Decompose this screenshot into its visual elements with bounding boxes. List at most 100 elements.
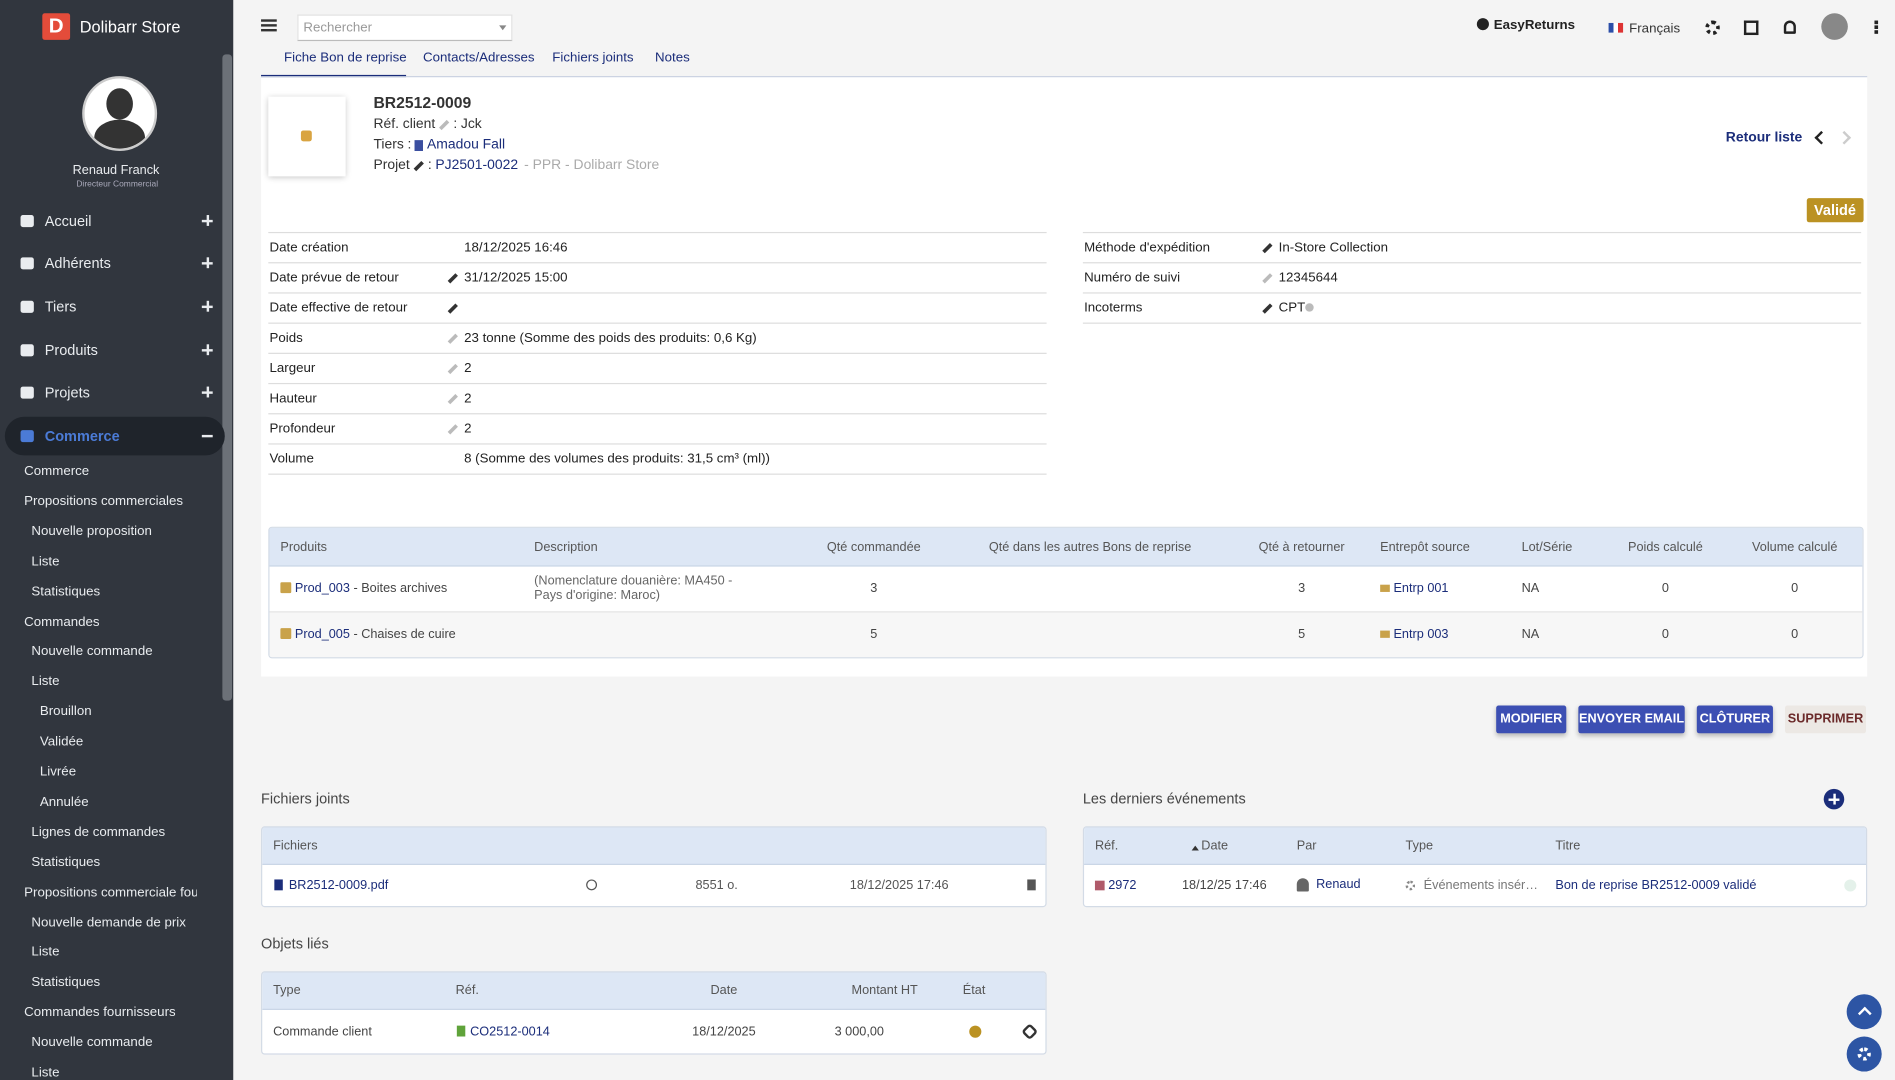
- divider: [1082, 322, 1862, 324]
- menu-expand: [206, 386, 209, 398]
- submenu-item[interactable]: Annulée: [39, 794, 89, 810]
- menu-item[interactable]: Tiers: [44, 298, 77, 316]
- table-cell[interactable]: Entrp 001: [1393, 581, 1449, 596]
- pdf-icon: [274, 879, 283, 891]
- divider: [1082, 262, 1862, 264]
- divider: [268, 231, 1047, 234]
- scrollbar[interactable]: [222, 54, 233, 701]
- linked-ref[interactable]: CO2512-0014: [470, 1024, 550, 1039]
- submenu-item[interactable]: Liste: [31, 945, 60, 960]
- table-cell[interactable]: Entrp 003: [1393, 626, 1449, 642]
- divider: [1082, 231, 1862, 234]
- event-date: 18/12/25 17:46: [1181, 878, 1267, 893]
- entity[interactable]: EasyReturns: [1493, 18, 1576, 33]
- event-title[interactable]: Bon de reprise BR2512-0009 validé: [1555, 878, 1757, 893]
- scroll-top[interactable]: [1846, 994, 1882, 1030]
- action-button[interactable]: SUPPRIMER: [1785, 705, 1867, 734]
- file-link[interactable]: BR2512-0009.pdf: [288, 878, 389, 893]
- menu-icon: [20, 430, 34, 443]
- search-box[interactable]: Rechercher: [297, 14, 513, 42]
- table-cell: 3: [1298, 581, 1306, 596]
- fullscreen-icon[interactable]: [1743, 20, 1759, 36]
- menu-item[interactable]: Projets: [44, 384, 90, 402]
- submenu-item[interactable]: Livrée: [39, 764, 77, 780]
- more-icon[interactable]: [1874, 20, 1879, 25]
- submenu-item[interactable]: Propositions commerciales: [24, 493, 184, 509]
- back-link[interactable]: Retour liste: [1725, 130, 1803, 145]
- menu-item[interactable]: Produits: [44, 341, 98, 359]
- submenu-item[interactable]: Brouillon: [39, 704, 92, 720]
- notifications-icon[interactable]: [1783, 20, 1796, 34]
- tab[interactable]: Notes: [655, 50, 690, 66]
- field-label: Méthode d'expédition: [1084, 240, 1211, 255]
- field-label: Date prévue de retour: [269, 270, 399, 286]
- submenu-item[interactable]: Propositions commerciale fourni...: [24, 885, 197, 900]
- column-header: Entrepôt source: [1380, 539, 1470, 554]
- column-header: Date: [710, 983, 738, 998]
- settings-float[interactable]: [1846, 1036, 1882, 1072]
- submenu-item[interactable]: Nouvelle commande: [31, 1035, 153, 1050]
- table-header: [269, 527, 1863, 567]
- menu-toggle[interactable]: [261, 19, 277, 22]
- submenu-item[interactable]: Statistiques: [31, 975, 101, 990]
- field-link[interactable]: Amadou Fall: [427, 137, 506, 153]
- tab[interactable]: Fiche Bon de reprise: [284, 50, 407, 66]
- tab[interactable]: Fichiers joints: [552, 50, 634, 66]
- submenu-item[interactable]: Statistiques: [31, 584, 101, 599]
- field-label: Incoterms: [1084, 300, 1143, 316]
- submenu-item[interactable]: Liste: [31, 1065, 60, 1080]
- event-icon: [1094, 880, 1105, 891]
- table-header: [262, 972, 1046, 1010]
- menu-item[interactable]: Commerce: [44, 427, 120, 445]
- table-cell: 0: [1661, 581, 1669, 596]
- submenu-item[interactable]: Lignes de commandes: [31, 824, 166, 840]
- delete-icon[interactable]: [1027, 879, 1036, 891]
- submenu-item[interactable]: Nouvelle commande: [31, 644, 153, 659]
- avatar[interactable]: [82, 76, 158, 152]
- field-label: Date création: [269, 240, 349, 255]
- submenu-item[interactable]: Commandes: [24, 614, 100, 629]
- submenu-item[interactable]: Commerce: [24, 463, 90, 479]
- preview-icon[interactable]: [586, 879, 598, 891]
- product-link[interactable]: Prod_005: [294, 626, 350, 642]
- submenu-item[interactable]: Nouvelle demande de prix: [31, 915, 186, 930]
- field-link[interactable]: PJ2501-0022: [435, 158, 519, 173]
- add-event[interactable]: [1823, 788, 1845, 810]
- event-user[interactable]: Renaud: [1316, 877, 1361, 892]
- submenu-item[interactable]: Statistiques: [31, 854, 101, 870]
- column-header: Réf.: [455, 983, 479, 998]
- menu-item[interactable]: Accueil: [44, 212, 92, 230]
- event-ref[interactable]: 2972: [1108, 878, 1137, 893]
- submenu-item[interactable]: Liste: [31, 554, 60, 569]
- settings-icon[interactable]: [1705, 20, 1720, 36]
- user-avatar[interactable]: [1821, 13, 1848, 40]
- file-date: 18/12/2025 17:46: [849, 878, 949, 893]
- action-button[interactable]: MODIFIER: [1496, 705, 1567, 734]
- info-icon: [1305, 303, 1314, 312]
- status-badge: Validé: [1806, 198, 1864, 223]
- action-button[interactable]: CLÔTURER: [1696, 705, 1773, 734]
- product-cell: Prod_003 - Boites archives: [295, 581, 447, 595]
- product-icon: [280, 628, 292, 640]
- language[interactable]: Français: [1629, 21, 1681, 37]
- product-link[interactable]: Prod_003: [294, 581, 350, 596]
- divider: [268, 443, 1047, 445]
- menu-expand: [206, 300, 209, 312]
- column-header: Qté commandée: [826, 539, 921, 554]
- column-header: Lot/Série: [1521, 539, 1573, 554]
- unlink-icon[interactable]: [1021, 1023, 1039, 1041]
- submenu-item[interactable]: Commandes fournisseurs: [24, 1005, 176, 1020]
- logo[interactable]: D: [42, 13, 71, 40]
- tab[interactable]: Contacts/Adresses: [422, 50, 535, 66]
- menu-item[interactable]: Adhérents: [44, 254, 111, 272]
- app-name: Dolibarr Store: [79, 18, 181, 37]
- action-button[interactable]: ENVOYER EMAIL: [1578, 705, 1685, 734]
- main: Rechercher EasyReturns Français Fiche Bo…: [233, 0, 1895, 1080]
- submenu-item[interactable]: Liste: [31, 674, 60, 689]
- header-field: Tiers: Amadou Fall: [373, 138, 505, 152]
- submenu-item[interactable]: Nouvelle proposition: [31, 524, 152, 539]
- field-sep: :: [407, 137, 412, 153]
- header-field: Réf. client: Jck: [373, 117, 481, 131]
- submenu-item[interactable]: Validée: [39, 734, 84, 750]
